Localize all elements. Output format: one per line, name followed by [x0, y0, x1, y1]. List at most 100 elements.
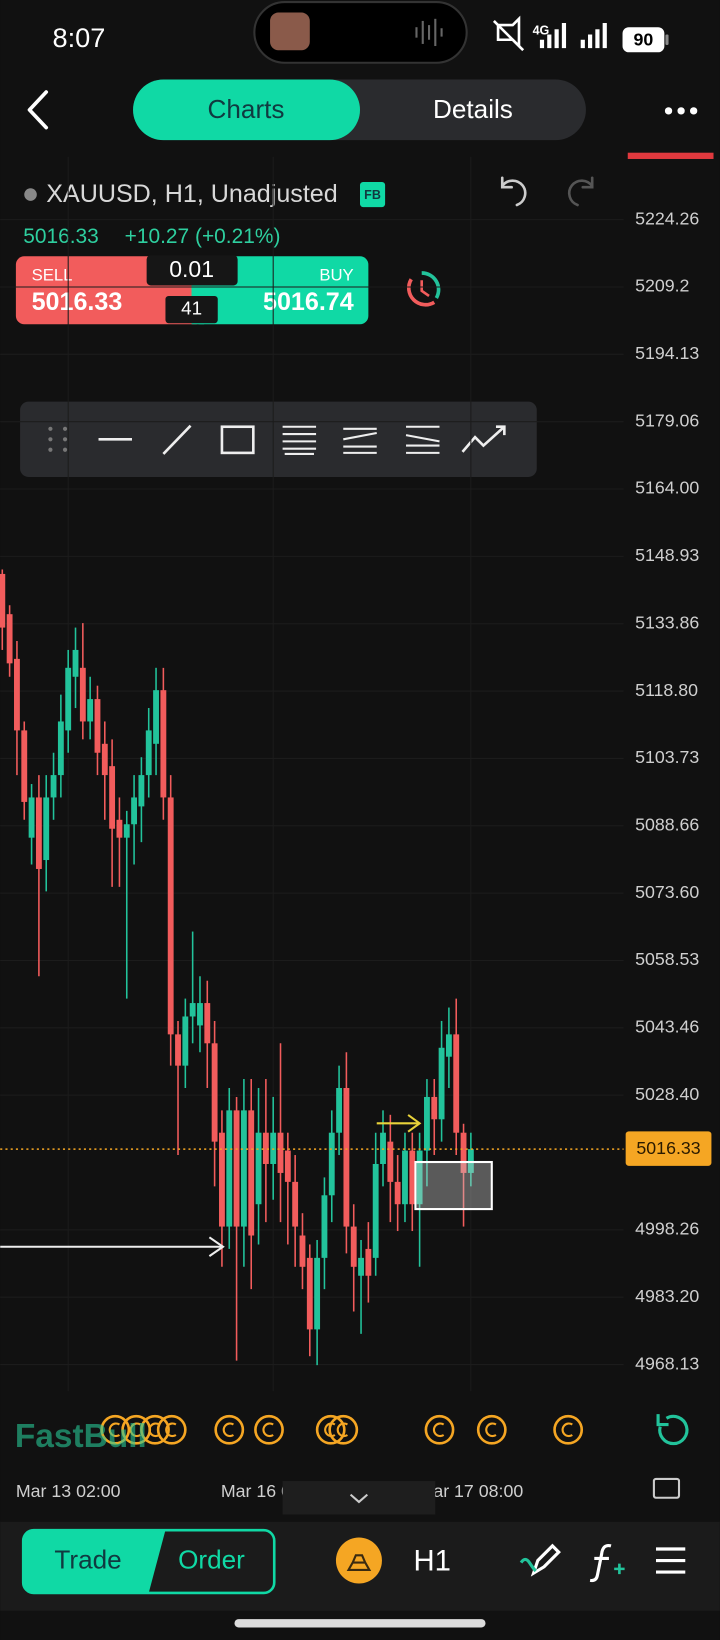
- y-tick-label: 4998.26: [635, 1219, 699, 1239]
- sell-price: 5016.33: [32, 288, 123, 316]
- last-price: 5016.33: [23, 225, 99, 248]
- spread-box: [165, 295, 218, 324]
- candle-body: [14, 658, 20, 731]
- y-tick-label: 5164.00: [635, 478, 699, 498]
- media-thumbnail: [270, 12, 310, 51]
- x-tick-label: Mar 17 08:00: [419, 1481, 524, 1501]
- candle-body: [211, 1043, 218, 1142]
- candle-body: [358, 1257, 364, 1276]
- last-price-label: 5016.33: [636, 1138, 700, 1158]
- tab-active[interactable]: [133, 79, 360, 141]
- drawing-tools[interactable]: [98, 424, 506, 455]
- candle-body: [453, 1034, 460, 1133]
- layout-button[interactable]: [652, 1477, 681, 1499]
- more-button[interactable]: [664, 107, 698, 115]
- candle-body: [350, 1226, 357, 1267]
- last-price-tag: [625, 1131, 712, 1166]
- candle-body: [72, 649, 79, 677]
- candle-body: [394, 1181, 401, 1205]
- lot-box[interactable]: [146, 255, 238, 286]
- candle-body: [131, 797, 138, 825]
- fb-badge-text: FB: [364, 188, 381, 202]
- candle-body: [387, 1141, 394, 1182]
- candle-body: [28, 797, 35, 838]
- y-tick-label: 5103.73: [635, 747, 699, 767]
- gold-bars: [346, 1554, 372, 1571]
- y-tick-label: 5133.86: [635, 612, 699, 632]
- clock-icon[interactable]: [406, 271, 441, 307]
- candle-body: [372, 1163, 379, 1258]
- redo-button[interactable]: [567, 176, 594, 207]
- y-tick-label: 5073.60: [635, 882, 699, 902]
- candle-body: [145, 730, 152, 776]
- order-tab[interactable]: Order: [178, 1544, 245, 1574]
- toolbar-handle[interactable]: [48, 426, 68, 452]
- sell-label: SELL: [32, 266, 73, 285]
- candle-body: [343, 1088, 350, 1227]
- status-time: 8:07: [53, 22, 106, 53]
- home-indicator[interactable]: [234, 1619, 486, 1628]
- tab-charts[interactable]: Charts: [208, 94, 285, 124]
- expand-button[interactable]: [349, 1493, 369, 1504]
- candle-body: [57, 721, 64, 776]
- trade-tab-active[interactable]: [23, 1530, 166, 1593]
- candle-body: [219, 1132, 225, 1227]
- undo-button[interactable]: [500, 176, 527, 207]
- symbol-icon[interactable]: [335, 1537, 382, 1584]
- candle-body: [101, 743, 108, 776]
- candle-body: [116, 819, 123, 838]
- chart: 5224.26 5209.2 5194.13 5179.06 5164.00 5148.9…: [0, 156, 712, 1501]
- candle-body: [21, 730, 28, 802]
- candle-body: [299, 1235, 306, 1267]
- candle-body: [424, 1096, 430, 1151]
- price-tag-top: [627, 152, 714, 159]
- candle-body: [409, 1150, 416, 1205]
- candle-body: [402, 1150, 408, 1205]
- candle-body: [0, 573, 6, 628]
- candle-body: [365, 1248, 372, 1276]
- tab-details[interactable]: Details: [433, 94, 513, 124]
- candle-body: [277, 1132, 284, 1173]
- candle-body: [79, 667, 86, 722]
- candle-body: [321, 1195, 328, 1258]
- trade-tab[interactable]: Trade: [54, 1544, 121, 1574]
- y-tick-label: 5028.40: [635, 1084, 699, 1104]
- candle-body: [138, 775, 145, 807]
- candle-body: [226, 1110, 233, 1227]
- candle-body: [248, 1110, 255, 1236]
- candle-body: [416, 1150, 423, 1205]
- candle-body: [182, 1016, 189, 1066]
- candle-body: [94, 699, 101, 753]
- candle-body: [292, 1181, 299, 1227]
- buy-price: 5016.74: [263, 288, 354, 316]
- y-tick-label: 4983.20: [635, 1286, 699, 1306]
- candle-body: [167, 797, 174, 1035]
- candle-body: [123, 824, 130, 838]
- watermark: FastBull: [15, 1418, 147, 1455]
- candle-body: [109, 766, 116, 829]
- time-scroll: [282, 1481, 436, 1515]
- audio-wave: [415, 18, 443, 47]
- spread: 41: [181, 298, 202, 319]
- candle-body: [262, 1132, 269, 1164]
- candle-body: [460, 1132, 467, 1173]
- candle-body: [160, 690, 167, 798]
- drawing-toolbar: [20, 401, 537, 477]
- y-tick-label: 5043.46: [635, 1017, 699, 1037]
- candle-body: [65, 667, 72, 731]
- candle-body: [306, 1257, 313, 1330]
- fb-badge: [360, 181, 386, 208]
- back-button[interactable]: [27, 90, 49, 130]
- symbol-title[interactable]: XAUUSD, H1, Unadjusted: [46, 180, 338, 208]
- tool-icons[interactable]: [519, 1543, 686, 1583]
- candle-body: [153, 690, 159, 744]
- event-markers[interactable]: [100, 1414, 584, 1445]
- lot-size[interactable]: 0.01: [169, 256, 214, 282]
- battery-cap: [665, 34, 669, 45]
- reset-button[interactable]: [656, 1414, 689, 1446]
- y-tick-label: 5194.13: [635, 343, 699, 363]
- timeframe[interactable]: H1: [413, 1544, 450, 1577]
- candle-body: [328, 1132, 335, 1196]
